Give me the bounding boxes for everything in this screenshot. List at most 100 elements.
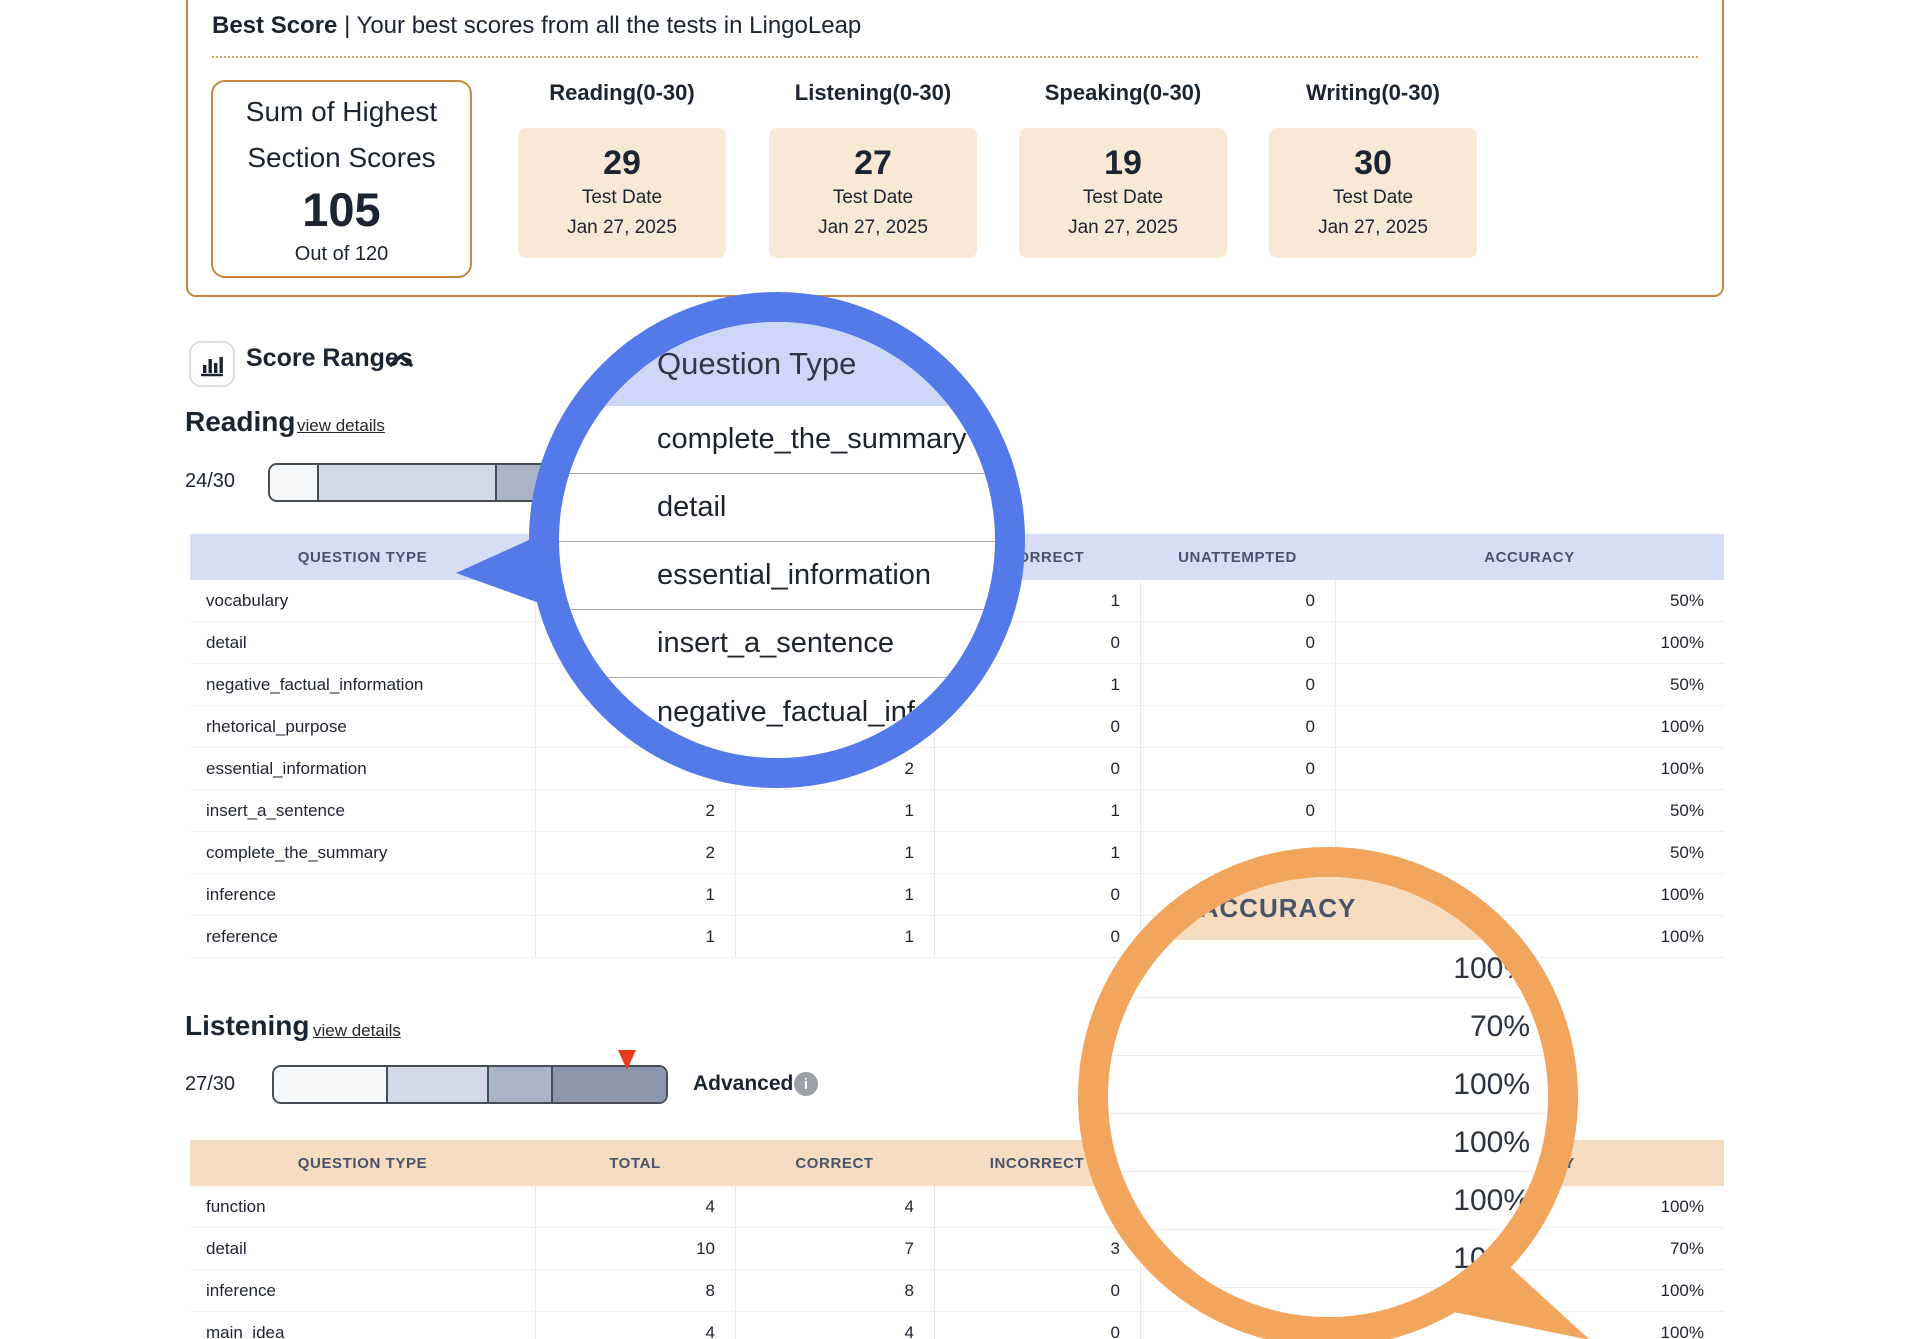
cell-incorrect: 0: [934, 1312, 1140, 1339]
cell-question-type: rhetorical_purpose: [206, 716, 347, 736]
cell-unattempted: 0: [1140, 664, 1335, 705]
title-divider: |: [344, 12, 351, 39]
cell-question-type: inference: [206, 1280, 276, 1300]
reading-view-details-link[interactable]: view details: [297, 416, 385, 435]
cell-question-type: detail: [206, 1238, 247, 1258]
table-row: insert_a_sentence 2 1 1 0 50%: [190, 790, 1724, 832]
test-date-label: Test Date: [832, 187, 914, 208]
cell-unattempted: [1140, 874, 1335, 915]
cell-incorrect: 0: [934, 916, 1140, 957]
cell-incorrect: 0: [934, 874, 1140, 915]
table-row: essential_information 2 0 0 100%: [190, 748, 1724, 790]
test-date-value: Jan 27, 2025: [567, 217, 677, 238]
question-type-magnifier-bubble: Question Type complete_the_summary detai…: [529, 292, 1025, 788]
section-score: 27: [854, 144, 892, 182]
magnified-value: 100%: [1108, 1230, 1548, 1288]
cell-total: 10: [535, 1228, 735, 1269]
cell-incorrect: 3: [934, 1228, 1140, 1269]
magnified-value: 100%: [1108, 1114, 1548, 1172]
cell-question-type: inference: [206, 884, 276, 904]
band-segment-1: [274, 1067, 388, 1102]
cell-question-type: reference: [206, 926, 278, 946]
cell-correct: 1: [735, 916, 934, 957]
cell-question-type: vocabulary: [206, 590, 289, 610]
section-card-reading: Reading(0-30) 29 Test Date Jan 27, 2025: [518, 80, 726, 258]
cell-question-type: essential_information: [206, 758, 367, 778]
cell-incorrect: 0: [934, 748, 1140, 789]
cell-unattempted: 0: [1140, 622, 1335, 663]
magnified-row: detail: [559, 474, 995, 542]
table-row: complete_the_summary 2 1 1 50%: [190, 832, 1724, 874]
magnified-row: insert_a_sentence: [559, 610, 995, 678]
test-date-label: Test Date: [1332, 187, 1414, 208]
cell-total: [535, 622, 735, 663]
sum-card-line1: Sum of Highest: [245, 96, 438, 127]
cell-accuracy: 100%: [1335, 748, 1724, 789]
cell-total: 2: [535, 832, 735, 873]
cell-question-type: complete_the_summary: [206, 842, 388, 862]
cell-unattempted: 0: [1140, 580, 1335, 621]
listening-view-details-link[interactable]: view details: [313, 1021, 401, 1040]
cell-correct: 8: [735, 1270, 934, 1311]
band-segment-1: [270, 465, 319, 500]
listening-score-band: [272, 1065, 668, 1104]
cell-question-type: main_idea: [206, 1322, 285, 1339]
magnified-row: complete_the_summary: [559, 406, 995, 474]
section-label: Reading(0-30): [549, 80, 695, 105]
cell-unattempted: [1140, 1270, 1335, 1311]
cell-accuracy: 50%: [1335, 580, 1724, 621]
band-segment-4: [553, 1067, 666, 1102]
score-level-marker-icon: [618, 1050, 636, 1070]
col-question-type: QUESTION TYPE: [297, 548, 428, 566]
reading-heading: Reading: [185, 406, 296, 437]
band-segment-3: [488, 1067, 554, 1102]
cell-total: 2: [535, 790, 735, 831]
magnified-value: 100%: [1108, 1056, 1548, 1114]
cell-incorrect: [934, 1186, 1140, 1227]
cell-total: 1: [535, 916, 735, 957]
test-date-value: Jan 27, 2025: [1318, 217, 1428, 238]
cell-accuracy: 50%: [1335, 664, 1724, 705]
cell-correct: 7: [735, 1228, 934, 1269]
info-icon[interactable]: i: [794, 1072, 818, 1096]
cell-incorrect: 1: [934, 832, 1140, 873]
best-score-title: Best Score | Your best scores from all t…: [212, 12, 861, 40]
dotted-separator: [212, 56, 1698, 58]
sum-card-value: 105: [302, 183, 381, 236]
cell-unattempted: 0: [1140, 748, 1335, 789]
magnified-value: 100%: [1108, 1172, 1548, 1230]
section-label: Listening(0-30): [794, 80, 952, 105]
cell-correct: 1: [735, 832, 934, 873]
cell-incorrect: 0: [934, 706, 1140, 747]
bar-chart-icon: [189, 341, 235, 387]
listening-heading: Listening: [185, 1010, 310, 1041]
section-label: Speaking(0-30): [1044, 80, 1202, 105]
cell-correct: 4: [735, 1312, 934, 1339]
sum-card-line2: Section Scores: [247, 142, 436, 173]
band-segment-2: [318, 465, 497, 500]
reading-score-fraction: 24/30: [185, 470, 236, 492]
cell-incorrect: 0: [934, 1270, 1140, 1311]
cell-total: [535, 748, 735, 789]
table-row: main_idea 4 4 0 100%: [190, 1312, 1724, 1339]
magnified-value: 100%: [1108, 940, 1548, 998]
magnified-value: 70%: [1108, 998, 1548, 1056]
section-score: 30: [1354, 144, 1392, 182]
best-score-title-bold: Best Score: [212, 12, 338, 39]
cell-accuracy: 100%: [1335, 622, 1724, 663]
sum-of-highest-card: Sum of Highest Section Scores 105 Out of…: [211, 80, 472, 278]
chevron-up-icon[interactable]: [388, 352, 414, 373]
score-ranges-title[interactable]: Score Ranges: [246, 344, 413, 372]
test-date-value: Jan 27, 2025: [1068, 217, 1178, 238]
listening-score-fraction: 27/30: [185, 1073, 236, 1095]
section-score: 19: [1104, 144, 1142, 182]
magnified-column-header: Question Type: [559, 322, 995, 406]
cell-question-type: function: [206, 1196, 266, 1216]
section-card-writing: Writing(0-30) 30 Test Date Jan 27, 2025: [1269, 80, 1477, 258]
cell-question-type: insert_a_sentence: [206, 800, 345, 820]
cell-incorrect: 1: [934, 790, 1140, 831]
cell-unattempted: 0: [1140, 706, 1335, 747]
cell-total: [535, 664, 735, 705]
best-score-subtitle: Your best scores from all the tests in L…: [356, 12, 862, 39]
